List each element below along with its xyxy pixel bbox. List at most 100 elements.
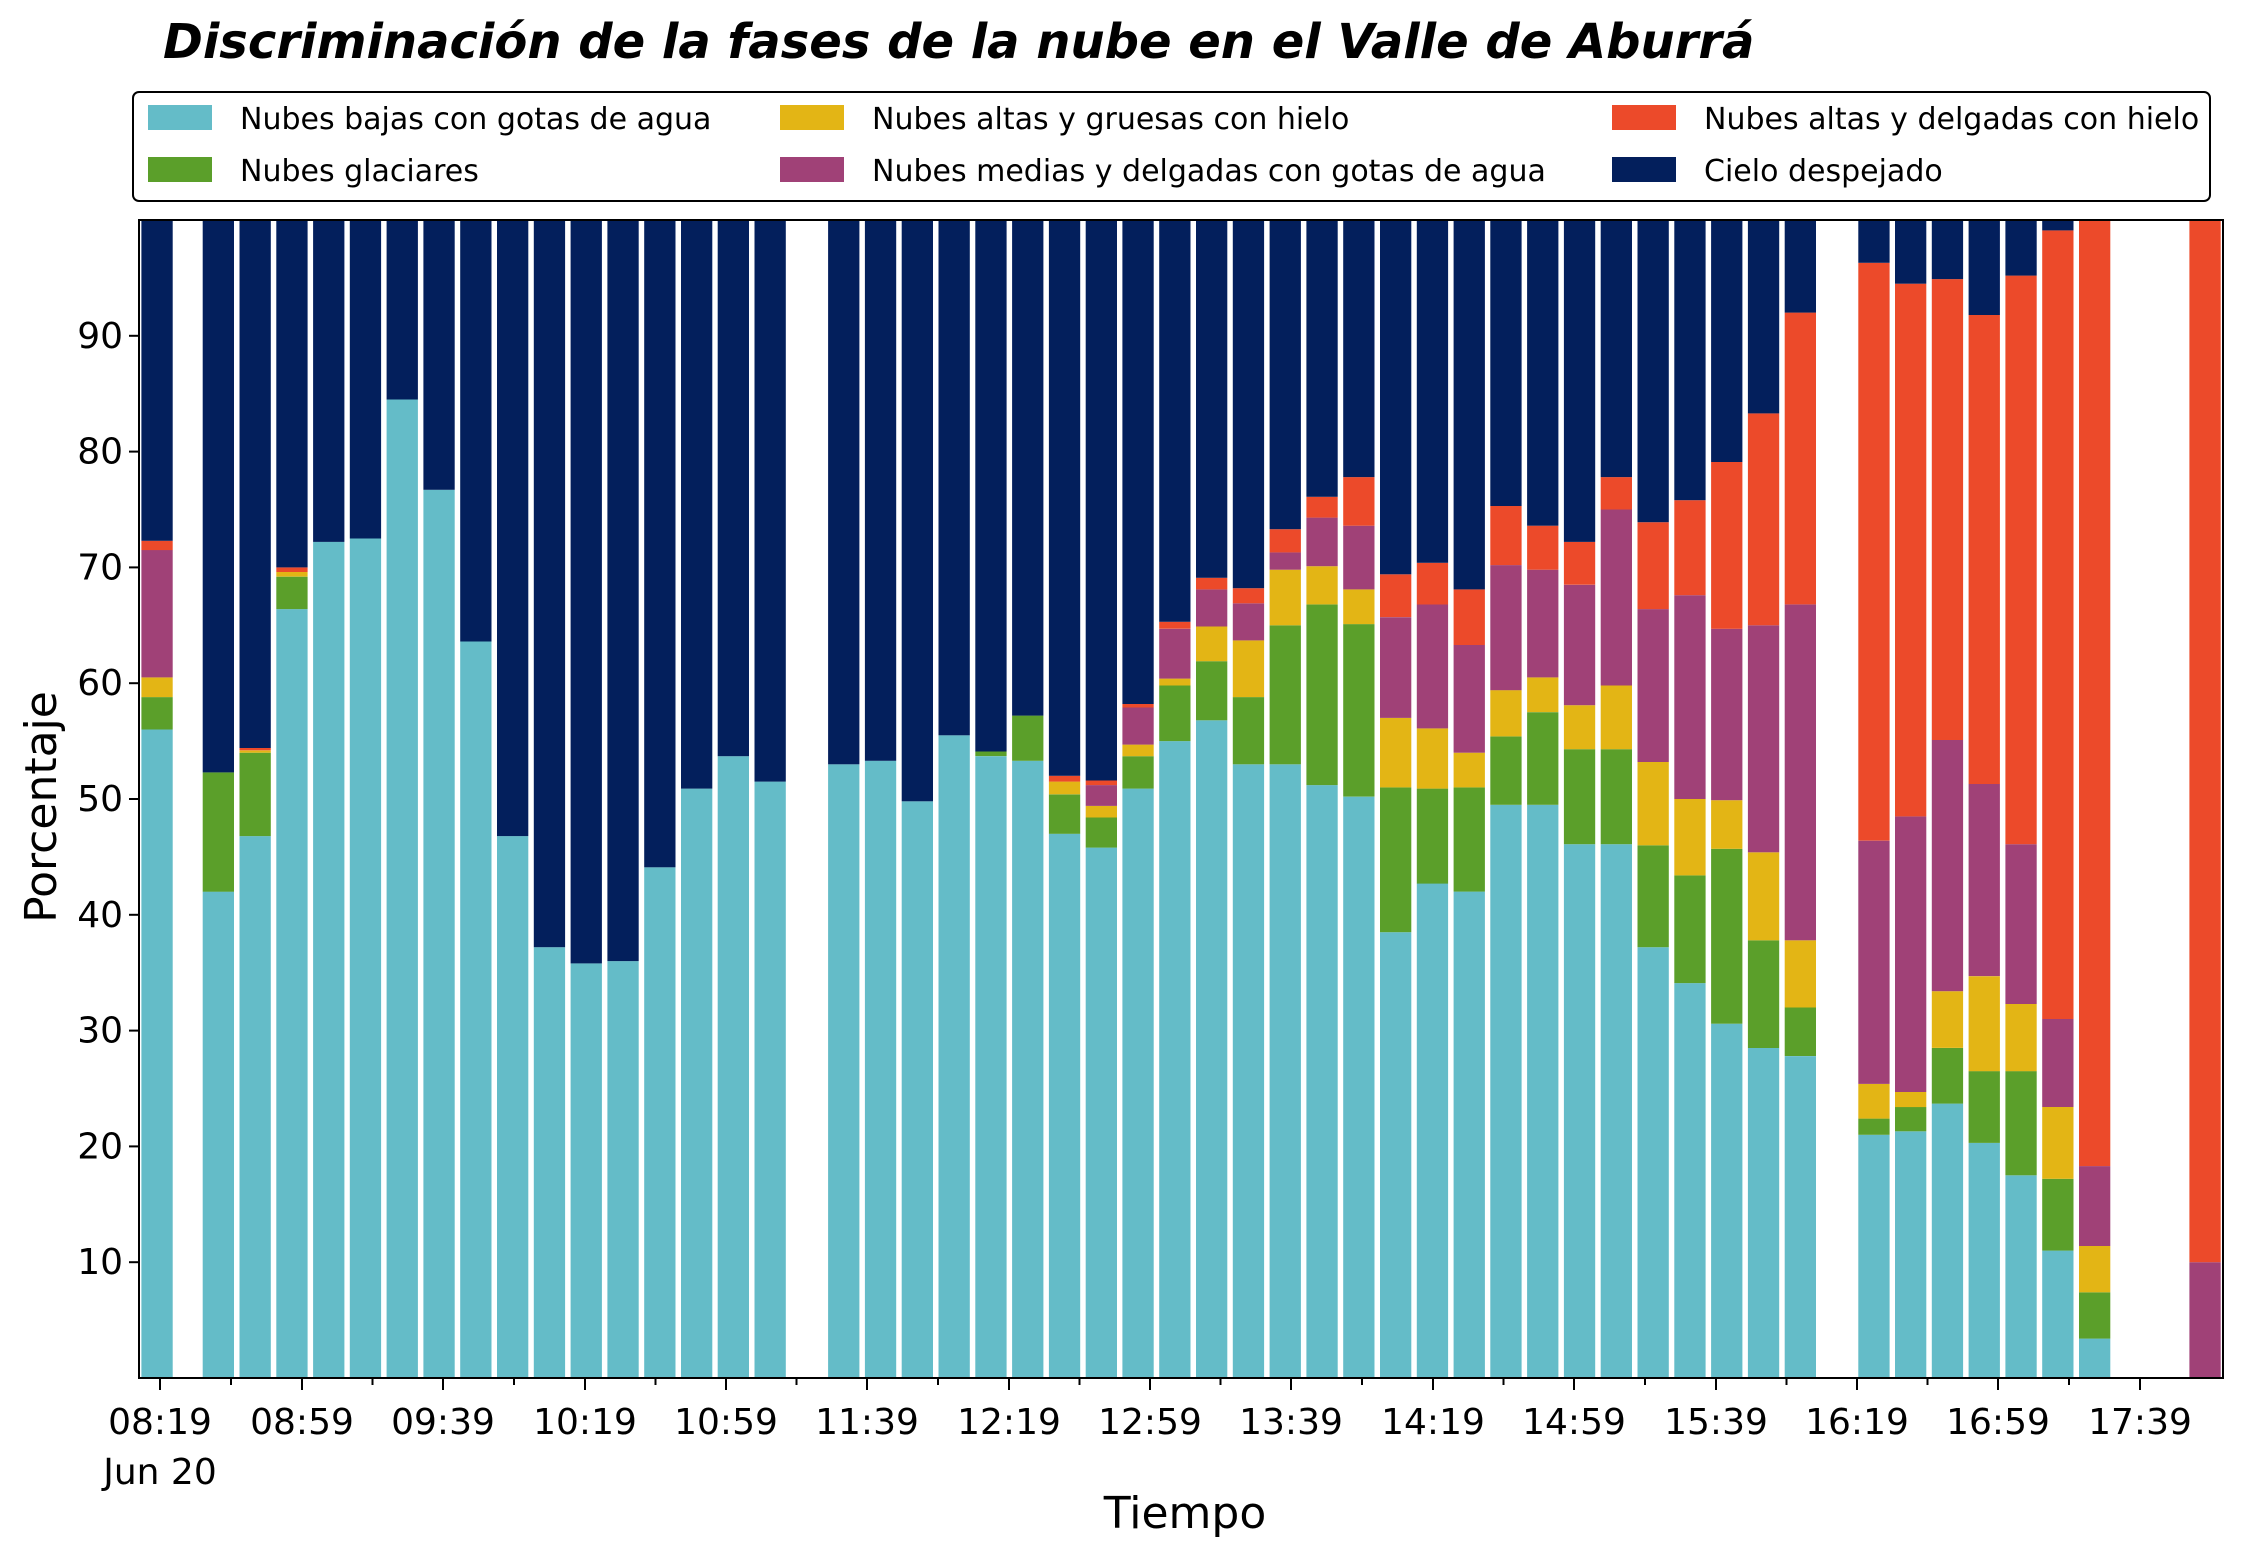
bar-segment-43-4 xyxy=(1784,312,1816,605)
bar-segment-36-0 xyxy=(1527,804,1559,1378)
y-tick-label-2: 30 xyxy=(77,1011,123,1052)
bar-segment-31-2 xyxy=(1343,589,1375,625)
bar-segment-32-3 xyxy=(1380,617,1412,718)
bar-segment-45-0 xyxy=(1895,1131,1927,1378)
bar-segment-40-0 xyxy=(1674,983,1706,1378)
bar-segment-36-5 xyxy=(1527,220,1559,526)
bar-segment-38-0 xyxy=(1600,844,1632,1378)
bar-segment-47-4 xyxy=(1968,315,2000,784)
bar-segment-34-2 xyxy=(1453,752,1485,788)
bar-segment-44-4 xyxy=(1858,262,1890,841)
x-axis: 08:19 08:59 09:39 10:19 10:59 11:39 12:19 12:59… xyxy=(101,1378,2192,1493)
bar-segment-26-2 xyxy=(1159,678,1191,686)
legend-swatch-0 xyxy=(148,105,212,130)
bar-segment-35-2 xyxy=(1490,690,1522,737)
bar-segment-32-2 xyxy=(1380,717,1412,788)
bar-segment-35-0 xyxy=(1490,804,1522,1378)
bar-segment-30-4 xyxy=(1306,496,1338,518)
bar-segment-40-1 xyxy=(1674,875,1706,984)
bar-segment-17-0 xyxy=(828,764,860,1378)
bar-segment-9-5 xyxy=(497,220,529,837)
bar-segment-0-4 xyxy=(141,540,173,551)
chart-title: Discriminación de la fases de la nube en… xyxy=(163,14,1754,70)
x-tick-label-13: 16:59 xyxy=(1946,1402,2050,1443)
bar-segment-29-2 xyxy=(1269,569,1301,626)
bar-segment-41-3 xyxy=(1711,628,1743,801)
bar-segment-43-3 xyxy=(1784,604,1816,941)
bar-segment-27-2 xyxy=(1196,626,1228,662)
bar-segment-48-5 xyxy=(2005,220,2037,276)
bar-segment-18-0 xyxy=(864,760,897,1378)
legend-entry-1: Nubes glaciares xyxy=(240,154,479,189)
bar-segment-30-5 xyxy=(1306,220,1338,497)
legend-swatch-4 xyxy=(1612,105,1676,130)
bar-segment-48-2 xyxy=(2005,1004,2037,1072)
y-tick-label-6: 70 xyxy=(77,547,123,588)
bar-segment-46-5 xyxy=(1931,220,1964,280)
bar-segment-48-1 xyxy=(2005,1071,2037,1176)
bar-segment-42-3 xyxy=(1747,625,1780,853)
bar-segment-8-5 xyxy=(460,220,492,642)
bar-segment-44-1 xyxy=(1858,1118,1890,1135)
bar-segment-30-3 xyxy=(1306,517,1338,567)
bar-segment-38-3 xyxy=(1600,509,1632,686)
bar-segment-27-1 xyxy=(1196,661,1228,721)
y-tick-label-3: 40 xyxy=(77,895,123,936)
x-tick-label-2: 09:39 xyxy=(391,1402,495,1443)
bar-segment-42-2 xyxy=(1747,852,1780,941)
bar-segment-24-0 xyxy=(1085,847,1117,1378)
bar-segment-46-1 xyxy=(1931,1048,1964,1104)
bar-segment-49-3 xyxy=(2042,1019,2074,1107)
bar-segment-0-1 xyxy=(141,697,173,730)
bar-segment-33-0 xyxy=(1416,883,1449,1378)
bar-segment-45-5 xyxy=(1895,220,1927,284)
y-tick-label-5: 60 xyxy=(77,663,123,704)
bar-segment-24-5 xyxy=(1085,220,1117,781)
bar-segment-3-5 xyxy=(276,220,308,568)
bar-segment-46-0 xyxy=(1931,1103,1964,1378)
x-tick-label-12: 16:19 xyxy=(1805,1402,1909,1443)
bar-segment-43-5 xyxy=(1784,220,1816,313)
bar-segment-14-0 xyxy=(681,788,713,1378)
bar-segment-34-0 xyxy=(1453,891,1485,1378)
bar-segment-3-0 xyxy=(276,609,308,1378)
bar-segment-6-0 xyxy=(386,399,418,1378)
x-tick-label-14: 17:39 xyxy=(2088,1402,2192,1443)
bar-segment-30-0 xyxy=(1306,785,1338,1378)
bar-segment-25-0 xyxy=(1122,788,1154,1378)
y-axis-label: Porcentaje xyxy=(16,691,67,923)
bar-segment-30-2 xyxy=(1306,566,1338,605)
bar-segment-24-2 xyxy=(1085,805,1117,818)
bar-segment-0-3 xyxy=(141,550,173,678)
bar-segment-31-0 xyxy=(1343,796,1375,1378)
bar-segment-21-0 xyxy=(975,756,1007,1378)
legend-entry-4: Nubes altas y delgadas con hielo xyxy=(1704,102,2199,137)
bar-segment-46-2 xyxy=(1931,991,1964,1048)
bar-segment-8-0 xyxy=(460,641,492,1378)
bar-segment-34-5 xyxy=(1453,220,1485,590)
x-tick-label-3: 10:19 xyxy=(533,1402,637,1443)
bar-segment-35-1 xyxy=(1490,736,1522,805)
bar-segment-22-0 xyxy=(1012,760,1044,1378)
bar-segment-50-3 xyxy=(2079,1166,2111,1246)
bar-segment-26-5 xyxy=(1159,220,1191,622)
bar-segment-38-5 xyxy=(1600,220,1632,478)
bar-segment-21-1 xyxy=(975,751,1007,757)
bar-segment-40-5 xyxy=(1674,220,1706,501)
bar-segment-44-3 xyxy=(1858,840,1890,1084)
bar-segment-37-0 xyxy=(1563,844,1596,1378)
bar-segment-21-5 xyxy=(975,220,1007,752)
x-tick-label-6: 12:19 xyxy=(957,1402,1061,1443)
legend: Nubes bajas con gotas de agua Nubes altas… xyxy=(132,91,2211,202)
bar-segment-45-3 xyxy=(1895,816,1927,1092)
bar-segment-44-0 xyxy=(1858,1134,1890,1378)
bar-segment-11-0 xyxy=(570,963,602,1378)
bar-segment-34-4 xyxy=(1453,589,1485,645)
bar-segment-0-5 xyxy=(141,220,173,541)
bar-segment-31-1 xyxy=(1343,624,1375,797)
bar-segment-33-1 xyxy=(1416,788,1449,884)
bar-segment-50-0 xyxy=(2079,1338,2111,1378)
x-tick-label-8: 13:39 xyxy=(1239,1402,1343,1443)
plot-frame xyxy=(138,219,2224,1379)
